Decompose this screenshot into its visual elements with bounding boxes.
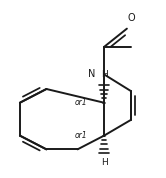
Text: N: N	[88, 69, 96, 79]
Text: or1: or1	[75, 131, 88, 140]
Text: O: O	[128, 13, 135, 23]
Text: H: H	[101, 158, 107, 167]
Text: or1: or1	[75, 98, 88, 107]
Text: H: H	[101, 70, 107, 79]
